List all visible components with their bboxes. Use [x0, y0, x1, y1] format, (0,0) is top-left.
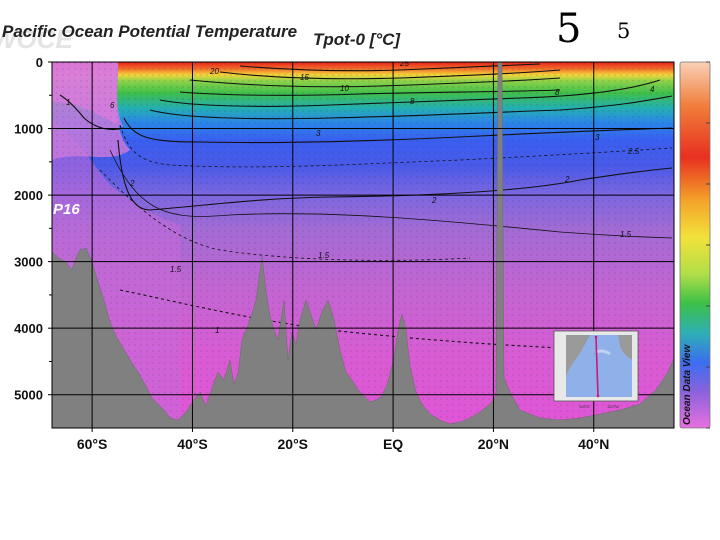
x-tick-label: 60°S [77, 436, 108, 452]
y-tick-label: 3000 [14, 255, 43, 270]
isotherm-2.5 [119, 124, 673, 168]
slide-number-large: 5 [556, 6, 582, 52]
variable-label: Tpot-0 [°C] [313, 30, 401, 49]
isotherm-10 [189, 77, 561, 88]
contour-label: 8 [555, 88, 560, 97]
plot-frame [51, 61, 675, 429]
isotherm-2 [117, 139, 673, 211]
y-axis: 0 1000 2000 3000 4000 5000 [14, 55, 52, 403]
contour-label: 1 [66, 98, 70, 107]
y-tick-label: 4000 [14, 321, 43, 336]
contour-label: 4 [650, 85, 655, 94]
contour-label: 15 [300, 73, 309, 82]
woce-label: WOCE [0, 24, 73, 54]
contour-labels: 1 1 1.5 1.5 1.5 2 2 2 2.5 3 3 4 6 8 8 10 15 20 25 [66, 59, 655, 335]
isotherm-1 [59, 94, 125, 131]
x-tick-label: EQ [383, 436, 403, 452]
seafloor [52, 62, 674, 428]
isotherm-8 [179, 89, 561, 96]
contour-label: 1.5 [318, 251, 330, 260]
contour-label: 3 [595, 133, 600, 142]
y-tick-label: 5000 [14, 388, 43, 403]
contour-label: 10 [340, 84, 349, 93]
odv-watermark: Ocean Data View [682, 344, 693, 425]
contour-label: 2 [431, 196, 437, 205]
inset-section-track [595, 336, 599, 397]
contour-label: 20 [209, 67, 219, 76]
inset-land-east [618, 335, 632, 360]
chart-title: Pacific Ocean Potential Temperature [2, 22, 298, 41]
y-tick-label: 1000 [14, 122, 43, 137]
section-label: P16 [53, 201, 80, 218]
isotherm-3 [123, 117, 673, 144]
isotherm-1.5 [109, 149, 673, 239]
isotherm-15 [219, 69, 561, 80]
colorbar-ticks [706, 61, 710, 429]
contour-label: 25 [399, 59, 409, 68]
contour-label: 1 [215, 326, 219, 335]
x-axis: 60°S 40°S 20°S EQ 20°N 40°N [77, 428, 609, 452]
inset-land-west [566, 335, 590, 380]
contour-label: 8 [410, 97, 415, 106]
contour-label: 1.5 [170, 265, 182, 274]
svg-text:120°E: 120°E [579, 404, 590, 409]
contour-label: 2 [129, 179, 135, 188]
x-tick-label: 20°S [278, 436, 309, 452]
svg-text:120°W: 120°W [607, 404, 619, 409]
contour-label: 2 [564, 175, 570, 184]
contour-label: 6 [110, 101, 115, 110]
contour-label: 2.5 [627, 147, 640, 156]
slide-number-small: 5 [617, 19, 631, 43]
isotherm-4 [149, 95, 673, 120]
x-tick-label: 20°N [478, 436, 509, 452]
isotherm-6 [159, 79, 661, 107]
y-tick-label: 0 [36, 55, 43, 70]
y-tick-label: 2000 [14, 188, 43, 203]
contour-label: 1.5 [620, 230, 632, 239]
x-tick-label: 40°S [177, 436, 208, 452]
contour-label: 3 [316, 129, 321, 138]
x-tick-label: 40°N [578, 436, 609, 452]
inset-map: 120°E 120°W [553, 330, 639, 409]
